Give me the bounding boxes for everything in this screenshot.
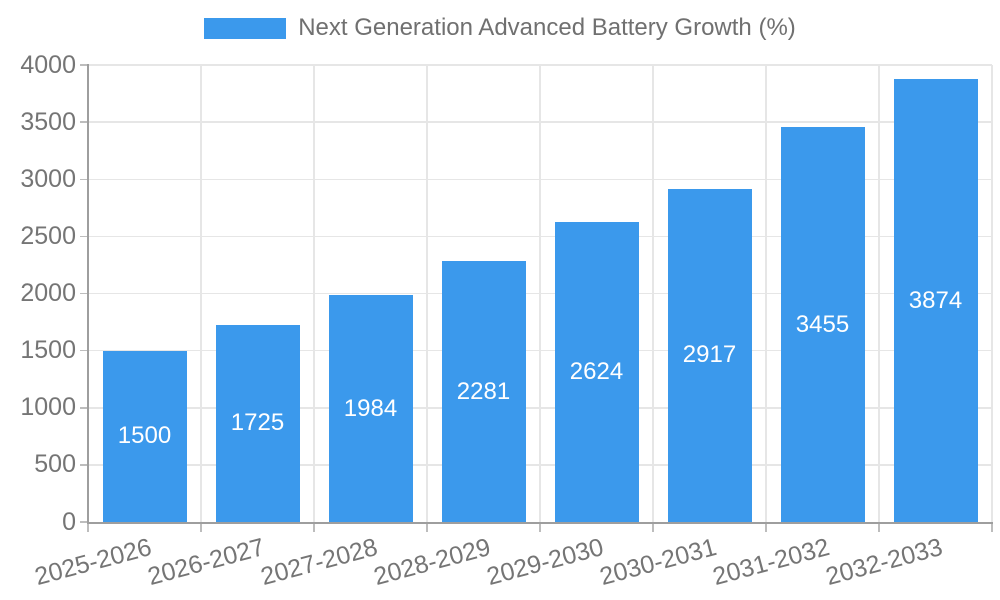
- bar[interactable]: [667, 188, 752, 522]
- gridline-vertical: [765, 65, 767, 522]
- y-axis-tick-label: 3000: [20, 164, 76, 193]
- y-axis-tick-label: 4000: [20, 50, 76, 79]
- x-axis-tick: [313, 524, 315, 532]
- y-axis-line: [87, 64, 89, 524]
- bar-value-label: 1984: [343, 394, 398, 422]
- y-axis-tick-label: 3500: [20, 107, 76, 136]
- y-axis-tick: [80, 464, 88, 466]
- bar[interactable]: [328, 295, 413, 522]
- x-axis-tick-label: 2031-2032: [709, 533, 833, 592]
- gridline-vertical: [652, 65, 654, 522]
- y-axis-tick: [80, 235, 88, 238]
- bar-value-label: 2624: [569, 358, 624, 386]
- bar[interactable]: [893, 79, 978, 522]
- y-axis-tick: [80, 521, 88, 523]
- legend: Next Generation Advanced Battery Growth …: [0, 14, 1000, 42]
- bar-value-label: 2917: [682, 341, 737, 369]
- legend-swatch-icon: [204, 17, 287, 39]
- gridline-vertical: [313, 65, 315, 522]
- x-axis-tick-label: 2030-2031: [596, 533, 720, 592]
- x-axis-tick: [878, 524, 880, 532]
- bar[interactable]: [554, 222, 639, 522]
- y-axis-tick-label: 2500: [20, 221, 76, 250]
- x-axis-tick: [539, 524, 541, 532]
- bar-value-label: 2281: [456, 377, 511, 405]
- bar[interactable]: [780, 127, 865, 522]
- x-axis-tick: [426, 524, 428, 532]
- x-axis-tick: [765, 524, 767, 532]
- legend-item[interactable]: Next Generation Advanced Battery Growth …: [204, 14, 796, 42]
- bar-value-label: 3874: [908, 286, 963, 314]
- bar-value-label: 3455: [795, 310, 850, 338]
- y-axis-tick-label: 1000: [20, 393, 76, 422]
- y-axis-tick: [80, 349, 88, 352]
- y-axis-tick: [80, 407, 88, 409]
- gridline-vertical: [426, 65, 428, 522]
- bar-value-label: 1500: [117, 422, 172, 450]
- legend-label: Next Generation Advanced Battery Growth …: [298, 14, 796, 41]
- x-axis-tick-label: 2026-2027: [144, 533, 268, 592]
- y-axis-tick-label: 0: [62, 507, 76, 536]
- y-axis-tick: [80, 292, 88, 295]
- gridline-vertical: [991, 65, 993, 522]
- x-axis-tick-label: 2025-2026: [31, 533, 155, 592]
- bar[interactable]: [441, 261, 526, 522]
- x-axis-tick-label: 2028-2029: [370, 533, 494, 592]
- gridline-vertical: [878, 65, 880, 522]
- x-axis-tick: [652, 524, 654, 532]
- x-axis-tick-label: 2027-2028: [257, 533, 381, 592]
- x-axis-tick: [991, 524, 993, 532]
- x-axis-tick-label: 2029-2030: [483, 533, 607, 592]
- y-axis-tick: [80, 64, 88, 66]
- gridline-vertical: [539, 65, 541, 522]
- y-axis-tick-label: 500: [34, 450, 76, 479]
- x-axis-tick: [200, 524, 202, 532]
- x-axis-tick: [87, 524, 89, 532]
- bar[interactable]: [102, 350, 187, 522]
- bar-value-label: 1725: [230, 409, 285, 437]
- y-axis-tick-label: 1500: [20, 336, 76, 365]
- y-axis-tick: [80, 121, 88, 123]
- y-axis-tick: [80, 178, 88, 180]
- bar[interactable]: [215, 324, 300, 522]
- y-axis-tick-label: 2000: [20, 279, 76, 307]
- x-axis-line: [88, 522, 993, 524]
- gridline-vertical: [200, 65, 202, 522]
- x-axis-tick-label: 2032-2033: [822, 533, 946, 592]
